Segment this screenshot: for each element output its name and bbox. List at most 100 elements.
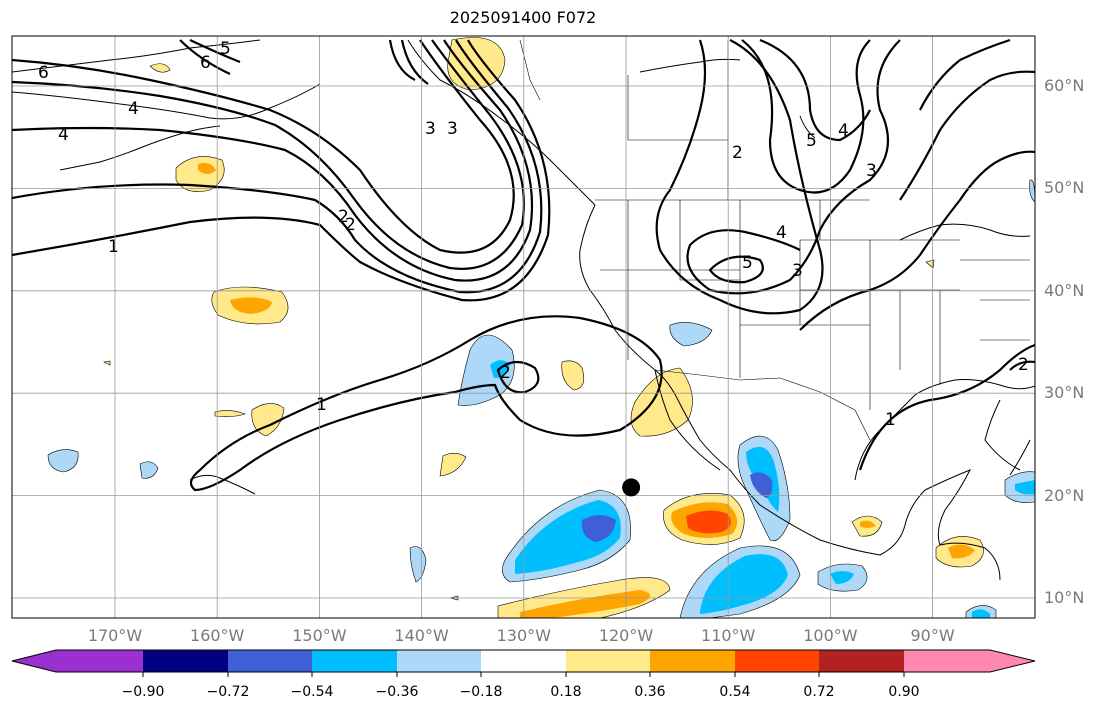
colorbar-segment	[228, 650, 312, 672]
colorbar-tick-label: −0.18	[459, 684, 503, 700]
contour-label: 3	[866, 161, 877, 181]
positive-anomaly-area	[439, 452, 467, 477]
longitude-label: 130°W	[496, 626, 551, 645]
positive-anomaly-area	[175, 156, 225, 192]
colorbar-segment	[650, 650, 735, 672]
positive-anomaly-area	[198, 162, 216, 174]
coastline	[59, 125, 221, 171]
contour-label: 5	[742, 253, 753, 273]
contour-label: 2	[500, 363, 511, 383]
negative-anomaly-area	[139, 461, 159, 479]
longitude-label: 90°W	[910, 626, 955, 645]
contour-label: 2	[732, 143, 743, 163]
contour-layer	[12, 38, 1035, 492]
contour-line	[388, 39, 416, 81]
contour-line	[919, 38, 1011, 111]
coastline	[1009, 439, 1031, 476]
contour-label: 4	[58, 125, 69, 145]
contour-line	[12, 39, 525, 270]
contour-label: 5	[220, 39, 231, 59]
positive-anomaly-area	[214, 410, 246, 417]
contour-label: 6	[200, 53, 211, 73]
plot-frame	[11, 35, 1036, 619]
colorbar-segment	[312, 650, 397, 672]
contour-label: 2	[345, 215, 356, 235]
latitude-label: 40°N	[1044, 280, 1085, 300]
coastline	[799, 115, 816, 139]
negative-anomaly-area	[972, 609, 990, 618]
colorbar-tick-label: 0.54	[719, 684, 751, 700]
colorbar-segment	[12, 650, 143, 672]
longitude-label: 150°W	[292, 626, 347, 645]
contour-line	[799, 150, 1035, 331]
colorbar-segment	[397, 650, 481, 672]
positive-anomaly-area	[520, 590, 650, 618]
gridline-layer	[12, 36, 1035, 618]
negative-anomaly-area	[47, 449, 79, 473]
negative-anomaly-area	[669, 322, 713, 347]
contour-label: 4	[838, 121, 849, 141]
positive-anomaly-area	[860, 520, 876, 528]
colorbar-segment	[819, 650, 904, 672]
contour-line	[12, 39, 515, 254]
coastline	[189, 474, 256, 495]
colorbar-segment	[481, 650, 566, 672]
contour-line	[189, 39, 241, 64]
positive-anomaly-area	[149, 63, 171, 73]
contour-line	[741, 39, 871, 194]
colorbar-segment	[566, 650, 650, 672]
positive-anomaly-area	[948, 544, 975, 559]
colorbar-outline	[11, 649, 1036, 673]
coastline	[654, 369, 721, 471]
colorbar-tick-label: −0.36	[375, 684, 419, 700]
contour-label: 1	[885, 410, 896, 430]
colorbar	[11, 649, 1036, 677]
contour-label: 1	[108, 237, 119, 257]
positive-anomaly-area	[686, 510, 731, 534]
coastline	[12, 83, 321, 120]
contour-label: 6	[38, 63, 49, 83]
coastline	[407, 39, 1001, 581]
longitude-label: 110°W	[701, 626, 756, 645]
contour-label: 2	[338, 207, 349, 227]
positive-anomaly-area	[251, 403, 285, 437]
longitude-label: 120°W	[598, 626, 654, 645]
border-layer	[519, 39, 1030, 441]
colorbar-tick-label: 0.36	[634, 684, 666, 700]
state-border	[679, 200, 740, 281]
colorbar-segment	[904, 650, 1035, 672]
contour-line	[686, 39, 901, 295]
country-border	[654, 369, 871, 441]
latitude-label: 60°N	[1044, 76, 1085, 95]
contour-label: 5	[806, 131, 817, 151]
negative-anomaly-area	[700, 554, 788, 614]
contour-label-layer: 6 5 6 4 4 2 1 3 3 5 4 3 2 5 4 3 2 1 2 1 …	[38, 39, 1029, 430]
positive-anomaly-area	[230, 297, 272, 314]
contour-line	[179, 39, 231, 75]
contour-label: 3	[792, 261, 803, 281]
latitude-label: 10°N	[1044, 588, 1085, 607]
negative-anomaly-area	[750, 472, 773, 498]
positive-anomaly-area	[103, 360, 111, 366]
colorbar-segment	[143, 650, 228, 672]
colorbar-tick-label: −0.90	[121, 684, 165, 700]
contour-line	[12, 39, 543, 294]
colorbar-tick-label: 0.72	[803, 684, 835, 700]
contour-line	[400, 39, 429, 85]
contour-line	[858, 343, 1035, 471]
contour-line	[759, 38, 871, 142]
contour-line	[899, 70, 1035, 201]
map-title: 2025091400 F072	[449, 8, 597, 27]
latitude-label: 30°N	[1044, 383, 1085, 403]
negative-anomaly-area	[581, 515, 616, 542]
colorbar-segment	[735, 650, 819, 672]
longitude-label: 100°W	[803, 626, 858, 645]
contour-label: 1	[316, 395, 327, 415]
contour-line	[1009, 360, 1035, 371]
contour-label: 2	[1018, 355, 1029, 375]
coastline-layer	[12, 39, 1035, 581]
storm-position-marker	[622, 478, 641, 497]
colorbar-tick-label: 0.18	[550, 684, 582, 700]
positive-anomaly-area	[925, 259, 935, 269]
